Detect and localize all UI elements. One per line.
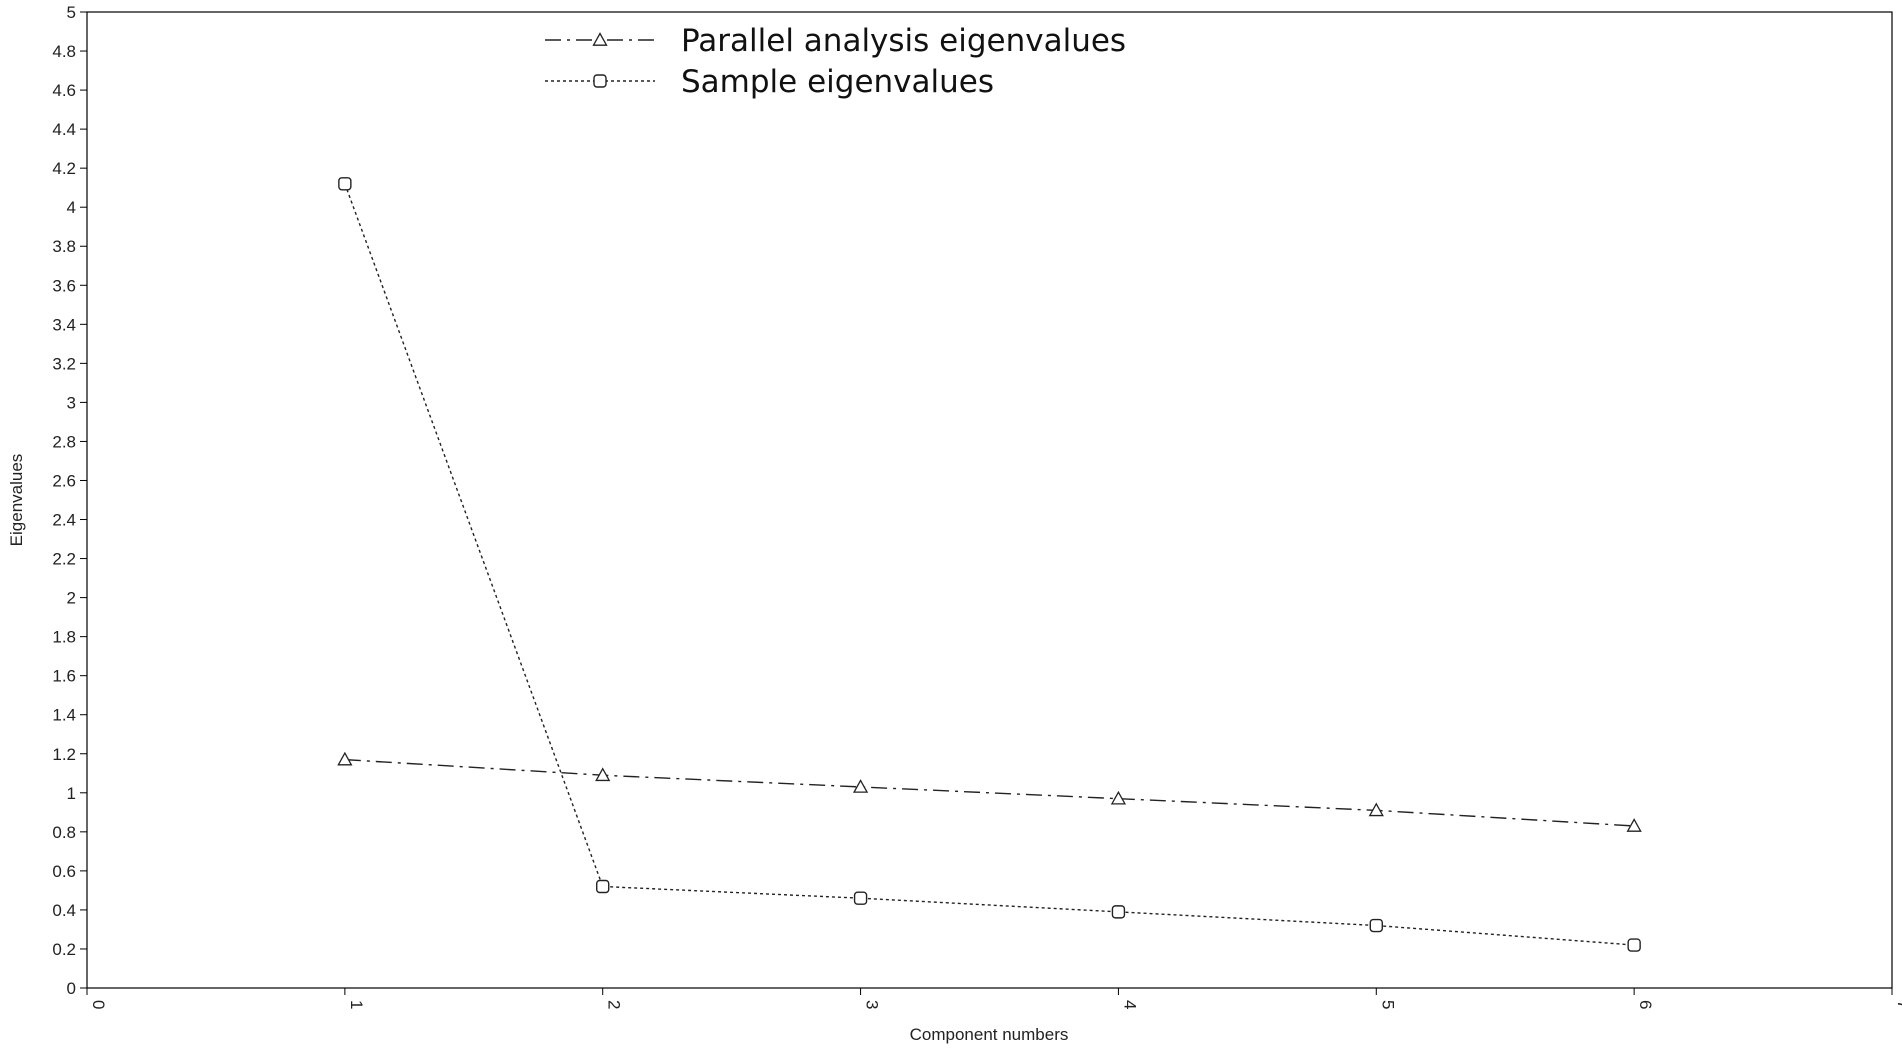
y-tick-label: 3.8 (52, 237, 76, 256)
data-point (852, 779, 869, 793)
y-tick-label: 3.2 (52, 354, 76, 373)
y-axis-title: Eigenvalues (7, 454, 26, 547)
y-tick-label: 0.4 (52, 901, 76, 920)
y-tick-label: 1.4 (52, 706, 76, 725)
data-point (1626, 818, 1642, 832)
y-tick-label: 0.6 (52, 862, 76, 881)
legend-marker (592, 32, 608, 46)
y-tick-label: 2.2 (52, 550, 76, 569)
data-point (338, 177, 352, 191)
series-line (344, 758, 1635, 827)
legend-label: Sample eigenvalues (681, 64, 994, 100)
y-tick-label: 1.6 (52, 667, 76, 686)
y-tick-label: 5 (67, 3, 76, 22)
x-tick-label: 5 (1378, 1000, 1397, 1009)
data-point (853, 891, 868, 905)
y-tick-label: 4 (67, 198, 76, 217)
y-tick-label: 3.4 (52, 315, 76, 334)
x-tick-label: 7 (1894, 1000, 1902, 1009)
legend: Parallel analysis eigenvalues Sample eige… (545, 23, 1126, 100)
data-point (1111, 905, 1126, 919)
series-sample (338, 177, 1641, 952)
y-tick-label: 4.2 (52, 159, 76, 178)
y-tick-label: 3 (67, 393, 76, 412)
legend-label: Parallel analysis eigenvalues (681, 23, 1126, 59)
y-tick-label: 2 (67, 589, 76, 608)
legend-item: Sample eigenvalues (545, 64, 994, 100)
x-axis: 0 1 2 3 4 5 6 7 (86, 988, 1902, 1009)
x-tick-label: 3 (863, 1000, 882, 1009)
y-tick-label: 0.8 (52, 823, 76, 842)
y-tick-label: 1.2 (52, 745, 76, 764)
series-parallel-analysis (337, 751, 1642, 832)
x-axis-title: Component numbers (910, 1025, 1069, 1044)
y-tick-label: 0 (67, 979, 76, 998)
data-point (1369, 918, 1383, 933)
y-tick-label: 3.6 (52, 276, 76, 295)
y-tick-label: 1 (67, 784, 76, 803)
legend-marker (593, 74, 607, 88)
x-tick-label: 2 (605, 1000, 624, 1009)
y-tick-label: 0.2 (52, 940, 76, 959)
y-tick-label: 2.4 (52, 511, 76, 530)
data-point (595, 767, 611, 782)
plot-area-frame (86, 11, 1893, 989)
y-tick-label: 2.8 (52, 432, 76, 451)
y-tick-label: 4.4 (52, 120, 76, 139)
data-point (1368, 802, 1384, 817)
x-tick-label: 0 (89, 1000, 108, 1009)
y-tick-label: 1.8 (52, 628, 76, 647)
y-tick-label: 4.6 (52, 81, 76, 100)
data-point (337, 751, 353, 766)
series-line (344, 183, 1635, 946)
y-tick-label: 4.8 (52, 42, 76, 61)
y-tick-label: 2.6 (52, 471, 76, 490)
data-point (596, 879, 610, 894)
legend-item: Parallel analysis eigenvalues (545, 23, 1126, 59)
x-tick-label: 6 (1636, 1000, 1655, 1009)
x-tick-label: 4 (1120, 1000, 1139, 1009)
y-axis: 0 0.2 0.4 0.6 0.8 1 1.2 1.4 1.6 1.8 2 2.2 2.4 2.6 2.8 3… (52, 3, 87, 998)
series-layer (337, 177, 1642, 952)
x-tick-label: 1 (347, 1000, 366, 1009)
data-point (1627, 938, 1641, 952)
data-point (1110, 790, 1127, 805)
